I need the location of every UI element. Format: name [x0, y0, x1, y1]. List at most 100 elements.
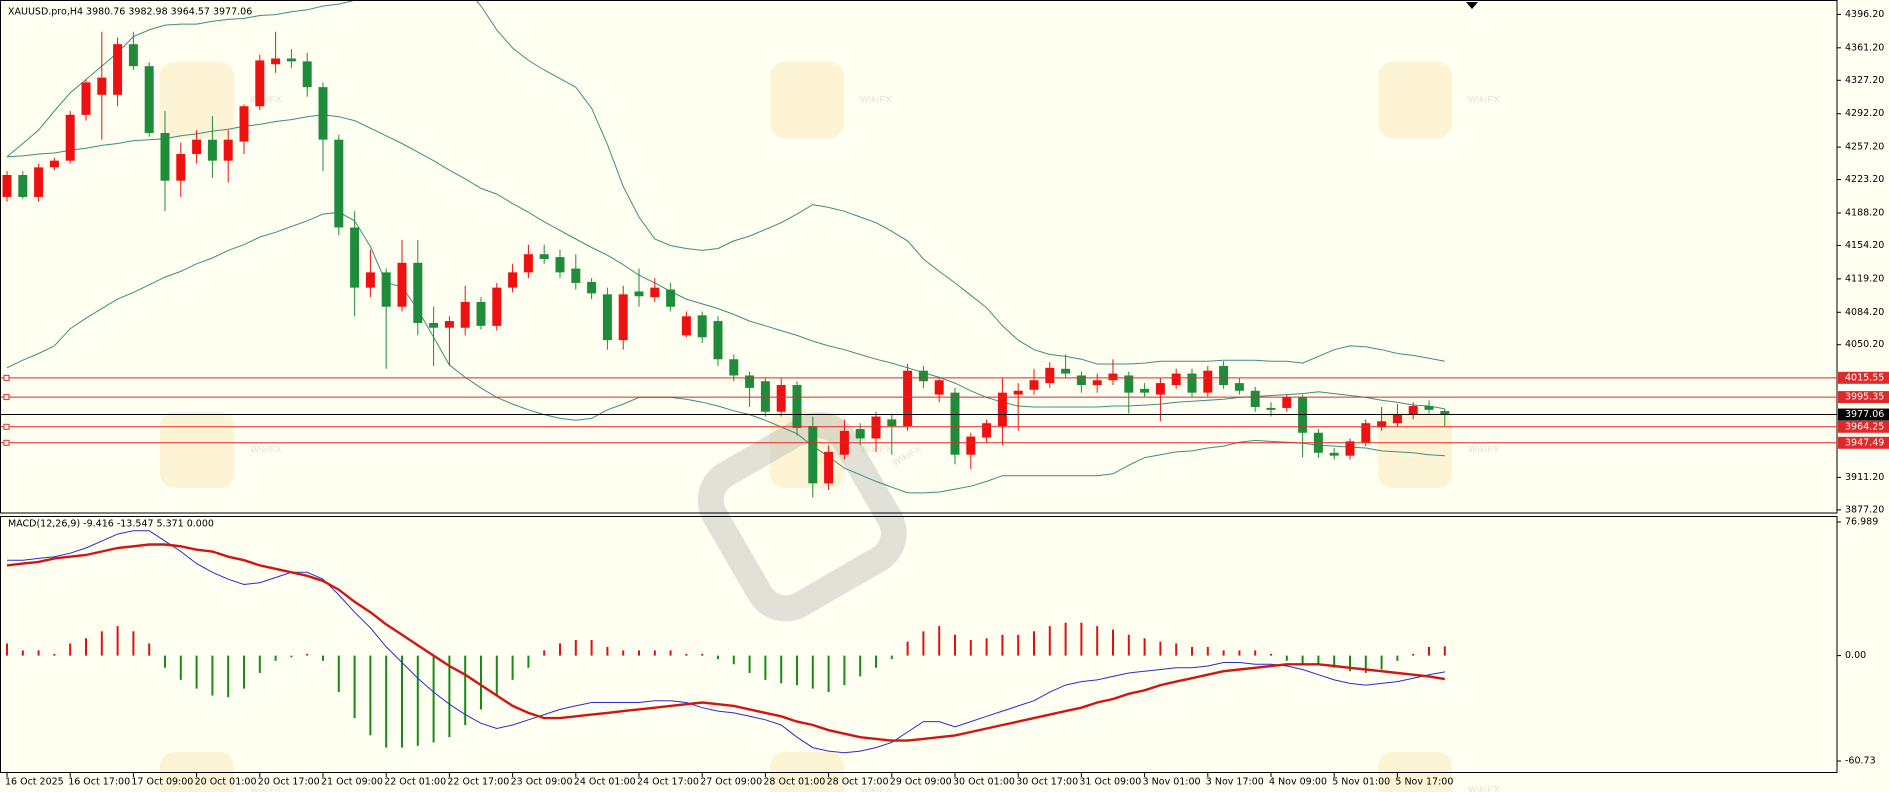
- y-tick-label: 76.989: [1845, 517, 1878, 528]
- candle-body: [1061, 368, 1071, 374]
- y-tick-label: 4188.20: [1845, 207, 1884, 218]
- macd-pane-border: [0, 516, 1838, 773]
- candle-body: [144, 66, 154, 133]
- candle-body: [697, 315, 707, 338]
- candle-body: [302, 61, 312, 88]
- level-tag: [1838, 391, 1889, 404]
- x-tick-label: 24 Oct 01:00: [574, 777, 636, 788]
- level-label: 3995.35: [1845, 392, 1884, 403]
- candle-body: [476, 301, 486, 326]
- y-tick-label: 4119.20: [1845, 273, 1884, 284]
- candle-body: [934, 380, 944, 395]
- candle-body: [34, 167, 44, 197]
- x-tick-label: 28 Oct 01:00: [763, 777, 825, 788]
- y-tick-label: 0.00: [1845, 650, 1866, 661]
- x-tick-label: 3 Nov 01:00: [1143, 777, 1201, 788]
- x-tick-label: 23 Oct 09:00: [511, 777, 573, 788]
- candle-body: [808, 426, 818, 484]
- candle-body: [729, 359, 739, 376]
- candle-body: [460, 301, 470, 328]
- candle-body: [555, 257, 565, 273]
- candle-body: [81, 82, 91, 115]
- candle-body: [1298, 397, 1308, 433]
- candle-body: [128, 44, 138, 67]
- candle-body: [1045, 367, 1055, 384]
- x-tick-label: 16 Oct 17:00: [68, 777, 130, 788]
- candle-body: [381, 272, 391, 307]
- candle-body: [634, 291, 644, 297]
- candle-body: [176, 153, 186, 181]
- watermark-logo: [1378, 412, 1452, 488]
- y-tick-label: 4292.20: [1845, 108, 1884, 119]
- watermark: WikiFX: [250, 785, 282, 792]
- candle-body: [1408, 406, 1418, 415]
- x-tick-label: 22 Oct 01:00: [384, 777, 446, 788]
- level-tag: [1838, 371, 1889, 384]
- last-price-tag: [1838, 408, 1889, 421]
- candle-body: [1076, 375, 1086, 386]
- candle-body: [113, 44, 123, 95]
- candle-body: [1013, 390, 1023, 395]
- watermark-logo: [1378, 62, 1452, 138]
- x-tick-label: 17 Oct 09:00: [131, 777, 193, 788]
- candle-body: [1171, 373, 1181, 386]
- y-tick-label: -60.73: [1845, 756, 1876, 767]
- symbol-header: XAUUSD.pro,H4 3980.76 3982.98 3964.57 39…: [8, 7, 252, 18]
- candle-body: [1124, 375, 1134, 393]
- candle-body: [207, 139, 217, 161]
- candle-body: [571, 268, 581, 283]
- candle-body: [1345, 441, 1355, 456]
- candle-body: [776, 385, 786, 412]
- y-tick-label: 4154.20: [1845, 240, 1884, 251]
- y-tick-label: 4361.20: [1845, 42, 1884, 53]
- level-tag: [1838, 420, 1889, 433]
- candle-body: [160, 132, 170, 181]
- candle-body: [49, 160, 59, 168]
- candle-body: [239, 106, 249, 142]
- candle-body: [192, 139, 202, 154]
- x-tick-label: 24 Oct 17:00: [637, 777, 699, 788]
- candle-body: [666, 289, 676, 307]
- x-tick-label: 29 Oct 09:00: [890, 777, 952, 788]
- watermark-logo: [697, 412, 907, 622]
- x-tick-label: 27 Oct 09:00: [700, 777, 762, 788]
- watermark: WikiFX: [1468, 445, 1500, 456]
- x-tick-label: 30 Oct 01:00: [953, 777, 1015, 788]
- x-tick-label: 28 Oct 17:00: [827, 777, 889, 788]
- watermark: WikiFX: [250, 445, 282, 456]
- y-tick-label: 3911.20: [1845, 472, 1884, 483]
- watermarks: WikiFX WikiFX WikiFX WikiFX WikiFX WikiFX Wiki…: [160, 62, 1500, 792]
- x-tick-label: 30 Oct 17:00: [1016, 777, 1078, 788]
- candle-body: [1266, 407, 1276, 410]
- candle-body: [997, 392, 1007, 427]
- candle-body: [539, 254, 549, 259]
- candle-body: [681, 316, 691, 336]
- level-label: 3964.25: [1845, 421, 1884, 432]
- candle-body: [18, 174, 28, 197]
- candle-body: [350, 227, 360, 288]
- candle-body: [1377, 421, 1387, 428]
- candle-body: [1203, 370, 1213, 393]
- watermark: WikiFX: [860, 785, 892, 792]
- candle-body: [286, 58, 296, 62]
- level-tag: [1838, 436, 1889, 449]
- candle-body: [65, 114, 75, 161]
- level-anchor: [3, 439, 10, 446]
- candle-body: [1234, 383, 1244, 391]
- level-label: 3947.49: [1845, 437, 1884, 448]
- candle-body: [871, 416, 881, 439]
- x-tick-label: 20 Oct 17:00: [258, 777, 320, 788]
- candle-body: [1187, 373, 1197, 393]
- candle-body: [887, 419, 897, 427]
- candle-body: [492, 287, 502, 326]
- shift-marker: [1466, 2, 1478, 9]
- candle-body: [1140, 388, 1150, 393]
- candle-body: [429, 322, 439, 328]
- candle-body: [255, 60, 265, 107]
- y-tick-label: 3877.20: [1845, 504, 1884, 515]
- candle-body: [1440, 411, 1450, 415]
- candle-body: [1155, 383, 1165, 395]
- watermark: WikiFX: [250, 95, 282, 106]
- candle-body: [792, 385, 802, 428]
